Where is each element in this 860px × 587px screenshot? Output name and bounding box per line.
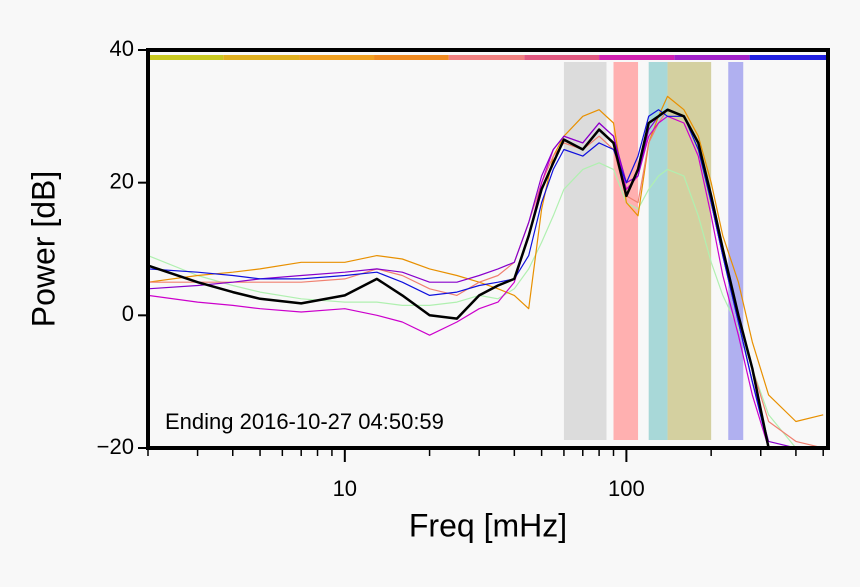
lines [148, 95, 824, 448]
band [728, 62, 744, 440]
y-tick-label: 20 [110, 168, 134, 193]
x-tick-label: 10 [333, 476, 357, 501]
series-line [148, 109, 824, 448]
band [613, 62, 639, 440]
band [648, 62, 668, 440]
annotation: Ending 2016-10-27 04:50:59 [165, 409, 444, 434]
series-line [148, 162, 824, 448]
series-line [148, 95, 824, 423]
axes: −20 0 20 40 10 100 [97, 36, 830, 501]
top-bar-segment [448, 55, 525, 60]
top-bar-segment [749, 55, 828, 60]
top-bar-segment [148, 55, 224, 60]
y-tick-label: −20 [97, 434, 134, 459]
top-bar-segment [674, 55, 750, 60]
x-axis-label: Freq [mHz] [409, 507, 567, 543]
y-axis-label: Power [dB] [25, 171, 61, 328]
plot-frame [146, 48, 830, 450]
band [563, 62, 607, 440]
y-tick-label: 40 [110, 36, 134, 61]
top-bar-segment [223, 55, 300, 60]
bands [148, 55, 828, 440]
series-line [148, 108, 824, 448]
top-bar-segment [374, 55, 449, 60]
top-bar-segment [299, 55, 375, 60]
top-bar-segment [524, 55, 600, 60]
y-tick-label: 0 [122, 301, 134, 326]
x-tick-label: 100 [608, 476, 645, 501]
plot-layers: −20 0 20 40 10 100 [97, 36, 830, 501]
series-line [148, 109, 824, 448]
series-line [148, 109, 824, 448]
top-bar-segment [599, 55, 675, 60]
